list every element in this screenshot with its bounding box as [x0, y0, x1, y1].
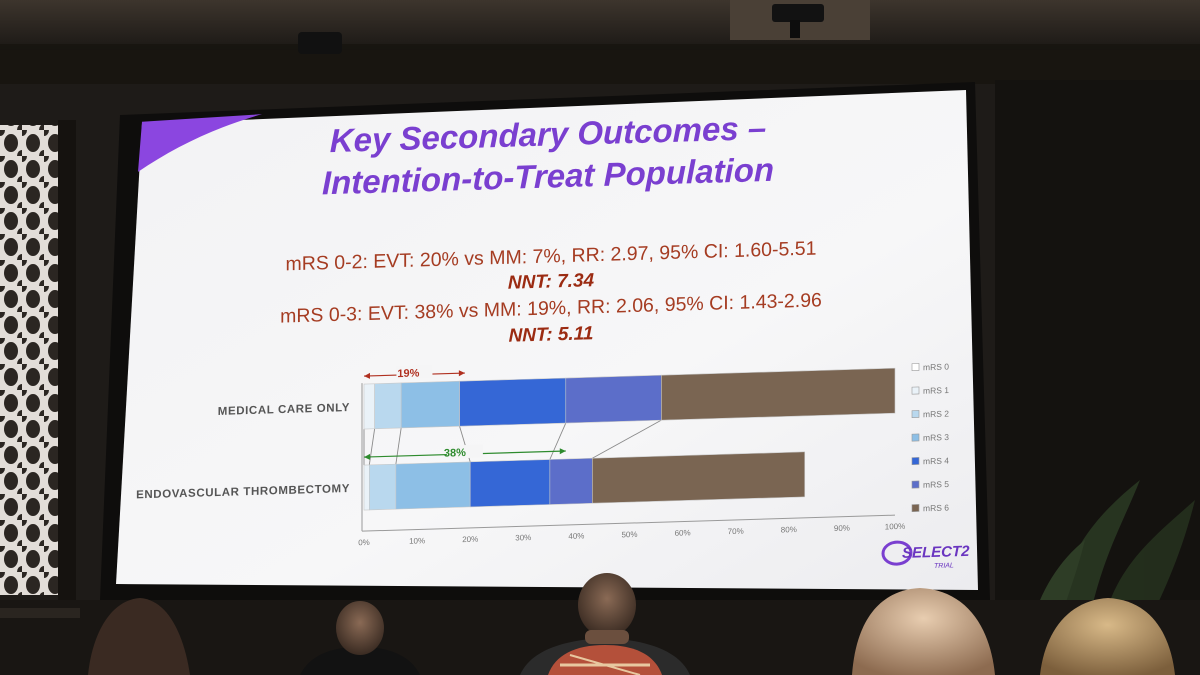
legend-label: mRS 6: [923, 503, 949, 514]
annotation-label: 38%: [444, 447, 466, 460]
legend-swatch: [911, 457, 920, 465]
x-tick-label: 30%: [515, 533, 531, 542]
bar-segment-mrs-2-evt: [369, 463, 397, 511]
annotation-arrowhead: [559, 448, 566, 455]
x-tick-label: 80%: [781, 525, 797, 534]
x-tick-label: 40%: [568, 531, 584, 540]
x-tick-label: 10%: [409, 536, 425, 545]
x-tick-label: 70%: [728, 527, 744, 536]
x-tick-label: 60%: [675, 528, 691, 537]
x-tick-label: 90%: [834, 524, 850, 533]
bar-segment-mrs-5-evt: [549, 457, 593, 505]
x-tick-label: 0%: [358, 538, 370, 547]
bar-segment-mrs-6-medical: [661, 367, 896, 421]
legend-label: mRS 0: [923, 362, 949, 373]
nnt-mrs-0-3: NNT: 5.11: [509, 323, 594, 347]
legend-label: mRS 3: [923, 432, 949, 443]
bar-segment-mrs-1-evt: [363, 464, 370, 511]
chart-x-axis: [362, 514, 895, 532]
legend-swatch: [911, 363, 920, 371]
x-tick-label: 20%: [462, 535, 478, 544]
bar-segment-mrs-3-evt: [395, 461, 471, 510]
legend-label: mRS 1: [923, 385, 949, 396]
audience-member-left: [88, 598, 190, 675]
audience-member-blonde: [852, 588, 995, 675]
bar-segment-mrs-6-evt: [592, 451, 806, 504]
ceiling-speaker: [298, 32, 342, 54]
audience: [88, 573, 1175, 675]
shift-connector-line: [368, 428, 376, 465]
nnt-mrs-0-2: NNT: 7.34: [508, 270, 595, 294]
bar-segment-mrs-4-medical: [459, 377, 567, 427]
audience-member-center: [520, 573, 690, 675]
bar-segment-mrs-3-medical: [400, 380, 460, 429]
slide-corner-swoosh: [138, 114, 262, 172]
legend-swatch: [911, 480, 920, 489]
legend-swatch: [911, 433, 920, 442]
legend-swatch: [911, 410, 920, 418]
x-tick-label: 50%: [621, 530, 637, 539]
ceiling-projector: [772, 4, 824, 38]
audience-member-curly: [1040, 598, 1175, 675]
x-tick-label: 100%: [885, 522, 905, 532]
audience-member-bald-left: [300, 601, 420, 675]
annotation-arrowhead: [364, 453, 370, 460]
shift-connector-line: [395, 427, 402, 465]
shift-connector-line: [592, 419, 662, 459]
logo-subtext: TRIAL: [934, 562, 954, 570]
legend-label: mRS 5: [923, 479, 949, 490]
slide-content: Key Secondary Outcomes – Intention-to-Tr…: [136, 109, 970, 570]
chart-legend: mRS 0 mRS 1 mRS 2 mRS 3 mRS 4 mRS 5 mRS 6: [911, 362, 949, 514]
decorative-lattice-panel: [0, 125, 58, 595]
select2-trial-logo: SELECT2 TRIAL: [881, 540, 970, 570]
logo-text: SELECT2: [902, 543, 970, 562]
category-label: MEDICAL CARE ONLY: [218, 402, 350, 418]
annotation-label-bg: [446, 444, 483, 459]
bar-segment-mrs-2-medical: [374, 382, 402, 430]
legend-swatch: [911, 386, 920, 395]
legend-swatch: [911, 504, 920, 512]
annotation-arrowhead: [458, 370, 465, 377]
bar-segment-mrs-5-medical: [565, 374, 662, 424]
annotation-label-bg: [396, 365, 433, 380]
legend-label: mRS 4: [923, 456, 949, 467]
bar-segment-mrs-1-medical: [363, 383, 375, 430]
legend-label: mRS 2: [923, 409, 949, 420]
annotation-arrowhead: [364, 372, 370, 379]
bar-segment-mrs-4-evt: [469, 459, 551, 508]
ceiling: [0, 0, 1200, 50]
shift-connector-line: [549, 422, 567, 460]
annotation-label: 19%: [397, 367, 419, 380]
